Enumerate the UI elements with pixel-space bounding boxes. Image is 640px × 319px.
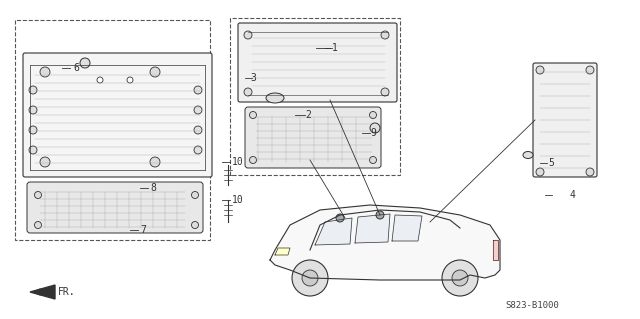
Circle shape	[250, 112, 257, 118]
Polygon shape	[355, 214, 390, 243]
Text: 5: 5	[548, 158, 554, 168]
Circle shape	[250, 157, 257, 164]
Circle shape	[369, 112, 376, 118]
Polygon shape	[270, 205, 500, 280]
FancyBboxPatch shape	[27, 182, 203, 233]
Ellipse shape	[523, 152, 533, 159]
Text: 9: 9	[370, 128, 376, 138]
Circle shape	[29, 146, 37, 154]
Circle shape	[29, 86, 37, 94]
Circle shape	[29, 126, 37, 134]
Circle shape	[35, 191, 42, 198]
Text: 4: 4	[570, 190, 576, 200]
Circle shape	[452, 270, 468, 286]
Circle shape	[244, 88, 252, 96]
Text: 10: 10	[232, 195, 244, 205]
Text: 6: 6	[73, 63, 79, 73]
Circle shape	[381, 88, 389, 96]
Circle shape	[150, 157, 160, 167]
Circle shape	[40, 67, 50, 77]
Circle shape	[150, 67, 160, 77]
Polygon shape	[493, 240, 498, 260]
Circle shape	[97, 77, 103, 83]
Circle shape	[586, 168, 594, 176]
Text: 2: 2	[305, 110, 311, 120]
FancyBboxPatch shape	[238, 23, 397, 102]
Circle shape	[194, 106, 202, 114]
Circle shape	[80, 58, 90, 68]
Text: FR.: FR.	[58, 287, 76, 297]
Circle shape	[376, 211, 384, 219]
Polygon shape	[315, 218, 352, 245]
Circle shape	[302, 270, 318, 286]
Circle shape	[194, 126, 202, 134]
Circle shape	[29, 106, 37, 114]
Circle shape	[369, 157, 376, 164]
Circle shape	[194, 86, 202, 94]
Circle shape	[35, 221, 42, 228]
Text: 7: 7	[140, 225, 146, 235]
Text: S823-B1000: S823-B1000	[505, 300, 559, 309]
Circle shape	[194, 146, 202, 154]
Text: 1: 1	[332, 43, 338, 53]
Circle shape	[586, 66, 594, 74]
FancyBboxPatch shape	[533, 63, 597, 177]
Circle shape	[381, 31, 389, 39]
Text: 10: 10	[232, 157, 244, 167]
Polygon shape	[30, 285, 55, 299]
Polygon shape	[392, 215, 422, 241]
Polygon shape	[275, 248, 290, 255]
Circle shape	[336, 214, 344, 222]
Text: 8: 8	[150, 183, 156, 193]
Circle shape	[292, 260, 328, 296]
Circle shape	[442, 260, 478, 296]
Text: 3: 3	[250, 73, 256, 83]
Circle shape	[40, 157, 50, 167]
Circle shape	[191, 191, 198, 198]
FancyBboxPatch shape	[23, 53, 212, 177]
Circle shape	[536, 66, 544, 74]
Circle shape	[127, 77, 133, 83]
Ellipse shape	[266, 93, 284, 103]
FancyBboxPatch shape	[245, 107, 381, 168]
Circle shape	[191, 221, 198, 228]
Circle shape	[536, 168, 544, 176]
Circle shape	[370, 123, 380, 133]
Circle shape	[244, 31, 252, 39]
